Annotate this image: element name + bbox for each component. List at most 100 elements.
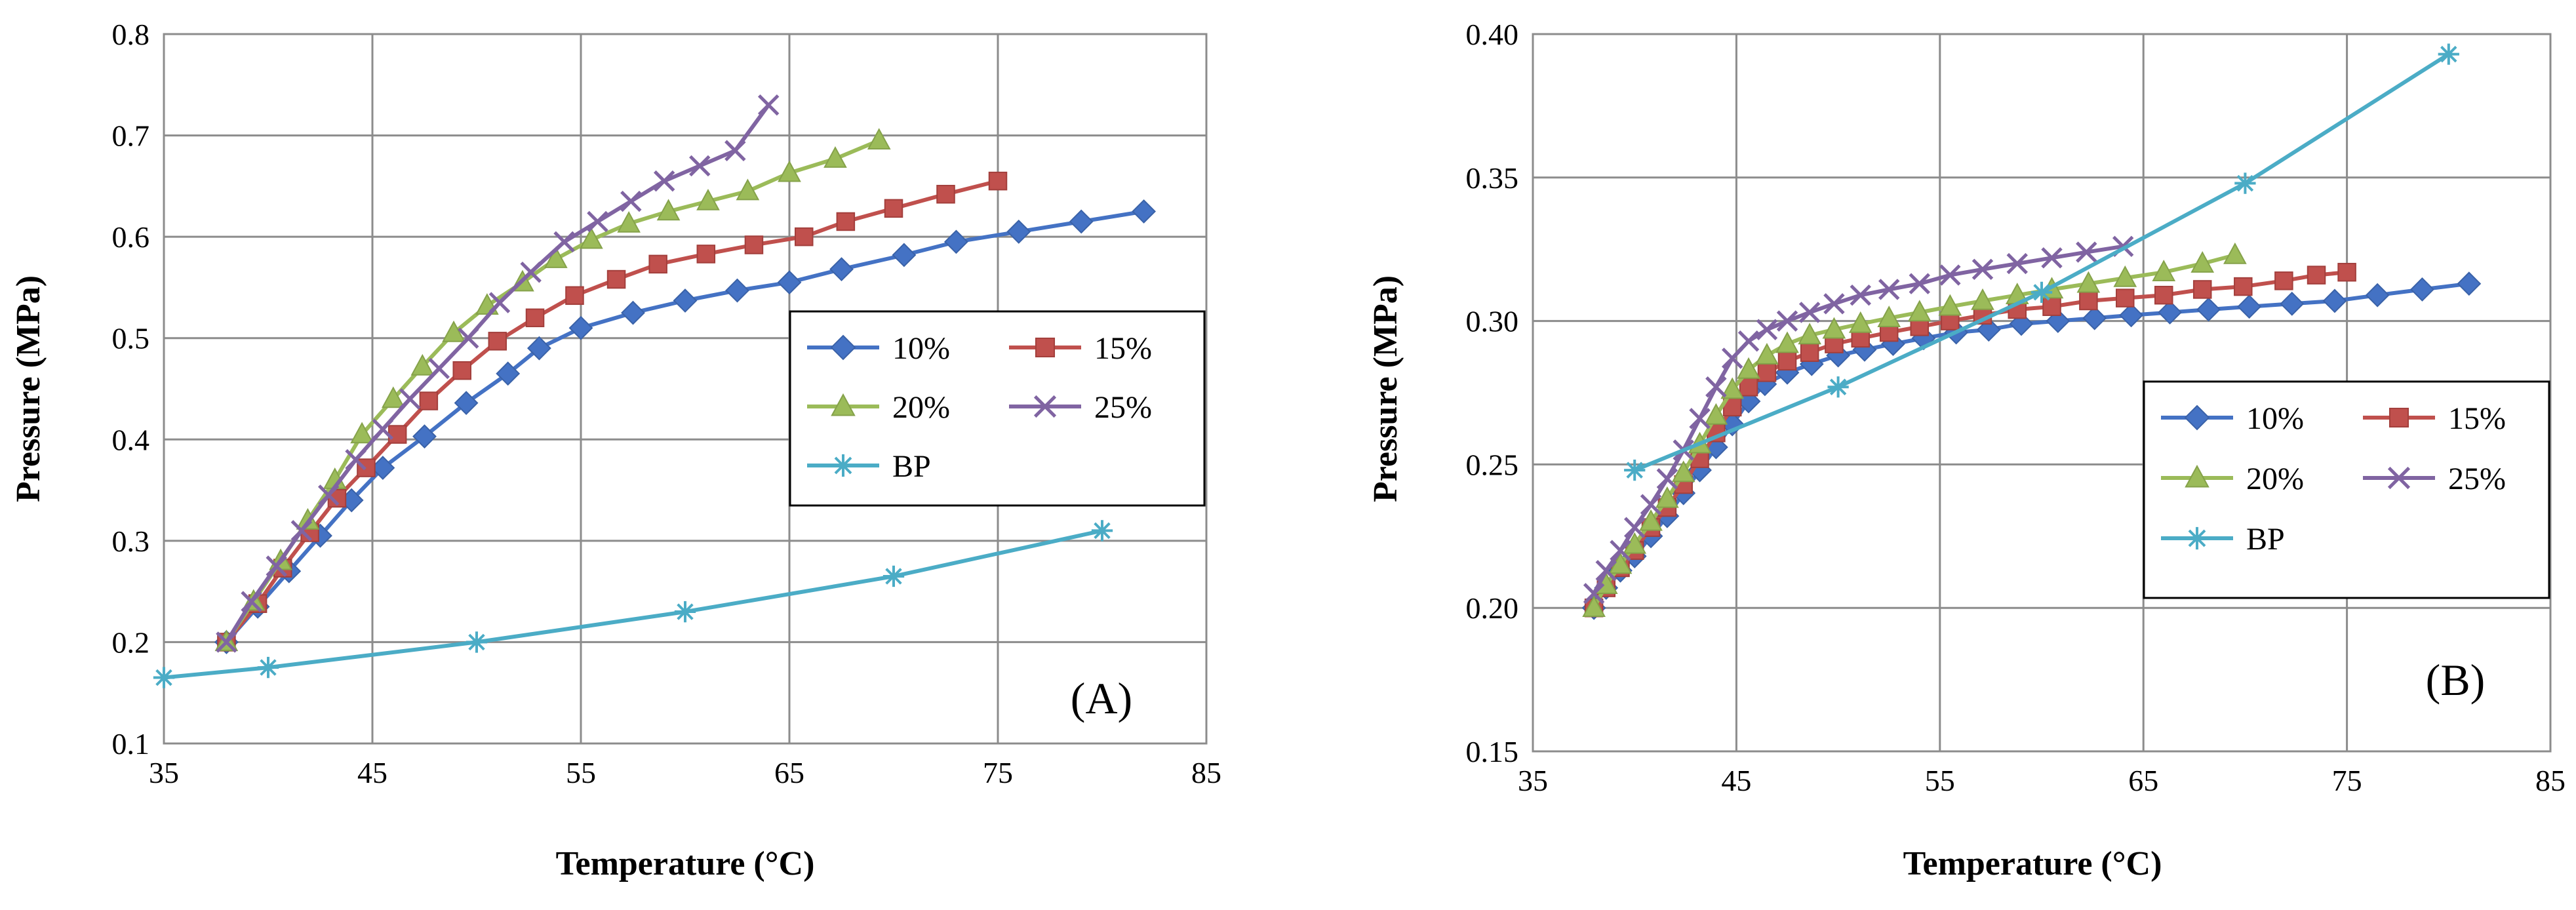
chart-b-series-10pct-point [2365,283,2390,307]
chart-a-series-10pct-point [777,270,802,295]
chart-b-series-25pct-point [1623,517,1646,538]
chart-b-series-10pct-point [2119,303,2143,328]
chart-a-series-25pct-point [318,485,340,506]
chart-b-series-25pct-point [1705,376,1727,398]
chart-b-series-20pct-point [1775,331,1799,353]
chart-a-series-25pct-point [587,210,608,233]
chart-a-y-tick-label: 0.2 [112,625,150,659]
chart-b-series-25pct [1583,235,2134,604]
chart-a-series-25pct-point [428,357,450,380]
chart-b-series-bp [1624,43,2459,481]
chart-a-series-25pct-point [290,520,313,542]
chart-b-series-15pct-point [1800,343,1819,362]
chart-a-series-20pct-point [617,210,641,233]
chart-a-series-20pct-point [580,227,603,249]
chart-a-legend-20pct-label: 20% [892,390,950,425]
chart-a-series-10pct-point [1069,209,1094,234]
chart-b-legend-15pct-marker [2388,407,2409,428]
chart-a-series-25pct [216,94,780,653]
chart-a-series-20pct-point [823,146,847,168]
chart-b-x-tick-label: 55 [1925,764,1955,797]
chart-a-series-15pct-point [525,308,545,328]
chart-a-plot-frame [163,33,1208,745]
chart-b-series-bp-point [2438,43,2459,65]
chart-b-x-tick-label: 45 [1721,764,1751,797]
chart-a: 35 45 55 65 75 85 0.1 0.2 0.3 0.4 0.5 0.6 0.7 0.8 Tem… [10,18,1221,882]
chart-b-series-25pct-point [1689,408,1711,429]
chart-a-series-bp-point [1091,520,1113,542]
chart-b-x-tick-label: 65 [2128,764,2158,797]
chart-b-series-20pct-point [2076,271,2101,293]
chart-b-legend-bp-marker [2185,526,2209,550]
chart-a-series-15pct-point [452,361,471,380]
chart-a-series-20pct-point [410,353,435,376]
chart-b-series-bp-point [2031,281,2053,303]
chart-b-series-15pct-point [2234,277,2253,296]
chart-a-series-10pct-point [496,361,521,386]
chart-a-series-25pct-point [520,262,542,283]
chart-a-legend-25pct-marker [1033,395,1057,418]
chart-b-legend-10pct-label: 10% [2246,401,2304,436]
chart-a-series-15pct-point [565,286,584,306]
chart-a-series-10pct-point [526,336,551,361]
chart-b-ticks: 35 45 55 65 75 85 0.15 0.20 0.25 0.30 0.35 0.40 [1466,18,2566,797]
chart-b-series-10pct-point [2322,288,2347,313]
chart-a-series-25pct-point [620,190,642,212]
chart-a-series-15pct-point [884,199,903,218]
chart-b-series-10pct-point [2457,271,2482,296]
chart-a-series-25pct-point [372,418,394,441]
chart-b-series-20pct-point [1848,311,1873,333]
chart-a-series-25pct-point [553,231,575,253]
chart-b-legend: 10% 15% 20% 25% BP [2143,380,2550,599]
chart-b-x-axis-label: Temperature (°C) [1903,845,2162,882]
chart-b-series-15pct-point [1777,351,1797,371]
chart-a-legend-10pct-marker [830,334,856,361]
chart-b-series-20pct-point [1720,377,1745,399]
chart-a-series-bp [153,520,1113,688]
chart-a-series-25pct-point [266,555,287,577]
chart-b-series-25pct-point [2076,241,2097,263]
chart-a-legend-bp-label: BP [892,449,931,484]
chart-a-series-15pct-point [744,235,764,254]
chart-b-series-bp-point [1624,460,1646,481]
chart-b-series-20pct-point [1907,300,1932,322]
chart-b-series-15pct-point [1722,397,1742,417]
chart-a-series-bp-line [163,528,1103,680]
chart-a-series-20pct-point [296,507,320,530]
chart-a-legend-25pct-label: 25% [1094,390,1152,425]
chart-a-x-tick-label: 65 [774,756,804,789]
chart-b-series-20pct-point [1582,595,1606,617]
chart-a-series-15pct-point [936,184,955,204]
chart-b-series-15pct-point [2192,280,2212,299]
chart-a-series-25pct-point [345,448,367,471]
chart-a-series-15pct-point [488,332,507,351]
chart-a-x-tick-label: 35 [149,756,179,789]
chart-b-legend-25pct-marker [2387,466,2411,490]
chart-b-series-20pct-point [1704,403,1728,425]
chart-b-legend-10pct-marker [2184,405,2210,431]
chart-b-series-20pct-point [1639,509,1663,531]
chart-b-series-15pct-point [2337,262,2356,282]
chart-b-legend-25pct-label: 25% [2448,462,2506,496]
chart-b-y-tick-label: 0.35 [1466,161,1519,195]
chart-a-series-10pct-point [673,288,698,313]
chart-b-series-15pct-point [2274,271,2293,290]
chart-b-series-10pct-point [2082,306,2107,330]
chart-a-x-tick-label: 85 [1191,756,1221,789]
chart-a-y-tick-label: 0.7 [112,119,150,153]
chart-b-series-25pct-point [1823,293,1845,315]
chart-b-series-25pct-point [2041,247,2063,269]
chart-a-legend: 10% 15% 20% 25% BP [789,310,1206,507]
chart-a-series-25pct-point [724,140,746,161]
chart-b-series-25pct-point [2006,252,2028,275]
chart-a-y-tick-label: 0.3 [112,524,150,558]
chart-b-series-25pct-point [1878,279,1900,300]
chart-a-series-15pct-point [988,171,1008,191]
chart-a-ticks: 35 45 55 65 75 85 0.1 0.2 0.3 0.4 0.5 0.6 0.7 0.8 [112,18,1222,789]
chart-a-series-10pct-point [412,424,437,449]
chart-a-series-20pct-point [656,199,681,221]
chart-a-y-tick-label: 0.6 [112,220,150,254]
chart-b-series-bp-point [1827,376,1849,398]
chart-a-series-20pct-point [778,160,801,182]
